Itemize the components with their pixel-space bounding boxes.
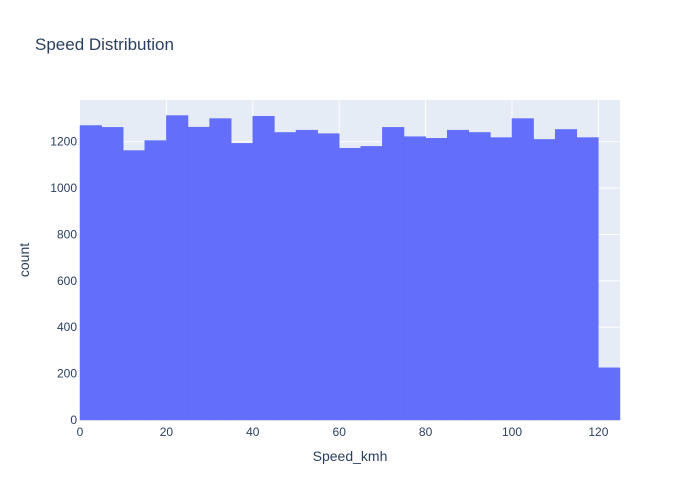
y-tick-label: 1200 — [50, 135, 77, 149]
x-tick-label: 120 — [588, 425, 608, 439]
histogram-bar[interactable] — [274, 132, 297, 421]
histogram-bar[interactable] — [338, 147, 362, 421]
histogram-bar[interactable] — [252, 115, 275, 421]
histogram-bar[interactable] — [317, 133, 340, 421]
y-tick-label: 200 — [57, 367, 77, 381]
x-tick-label: 60 — [333, 425, 347, 439]
histogram-bar[interactable] — [122, 150, 146, 421]
histogram-bar[interactable] — [187, 126, 210, 421]
histogram-bar[interactable] — [295, 129, 318, 421]
y-tick-label: 1000 — [50, 181, 77, 195]
x-axis-ticks: 0 20 40 60 80 100 120 — [77, 425, 609, 439]
histogram-bar[interactable] — [446, 129, 470, 421]
y-axis-title: count — [16, 243, 32, 277]
histogram-bars — [79, 115, 621, 421]
histogram-bar[interactable] — [511, 118, 534, 421]
y-tick-label: 0 — [70, 413, 77, 427]
x-tick-label: 20 — [160, 425, 174, 439]
histogram-bar[interactable] — [425, 138, 448, 421]
histogram-bar[interactable] — [554, 129, 578, 421]
histogram-bar[interactable] — [101, 127, 124, 421]
histogram-bar[interactable] — [468, 132, 491, 421]
y-tick-label: 400 — [57, 320, 77, 334]
histogram-bar[interactable] — [490, 137, 513, 421]
histogram-bar[interactable] — [576, 137, 599, 421]
histogram-bar[interactable] — [360, 146, 383, 421]
x-tick-label: 100 — [502, 425, 522, 439]
y-axis-ticks: 0 200 400 600 800 1000 1200 — [50, 135, 77, 427]
histogram-bar[interactable] — [598, 367, 621, 421]
histogram-bar[interactable] — [230, 143, 254, 421]
x-tick-label: 40 — [246, 425, 260, 439]
x-axis-title: Speed_kmh — [313, 448, 388, 464]
histogram-bar[interactable] — [209, 118, 232, 421]
y-tick-label: 600 — [57, 274, 77, 288]
histogram-bar[interactable] — [403, 136, 426, 421]
histogram-bar[interactable] — [533, 139, 556, 421]
histogram-bar[interactable] — [79, 125, 102, 421]
histogram-bar[interactable] — [382, 127, 405, 421]
x-tick-label: 80 — [419, 425, 433, 439]
y-tick-label: 800 — [57, 227, 77, 241]
x-tick-label: 0 — [77, 425, 84, 439]
chart-title: Speed Distribution — [35, 35, 174, 54]
histogram-bar[interactable] — [144, 140, 167, 421]
histogram-bar[interactable] — [166, 115, 189, 421]
